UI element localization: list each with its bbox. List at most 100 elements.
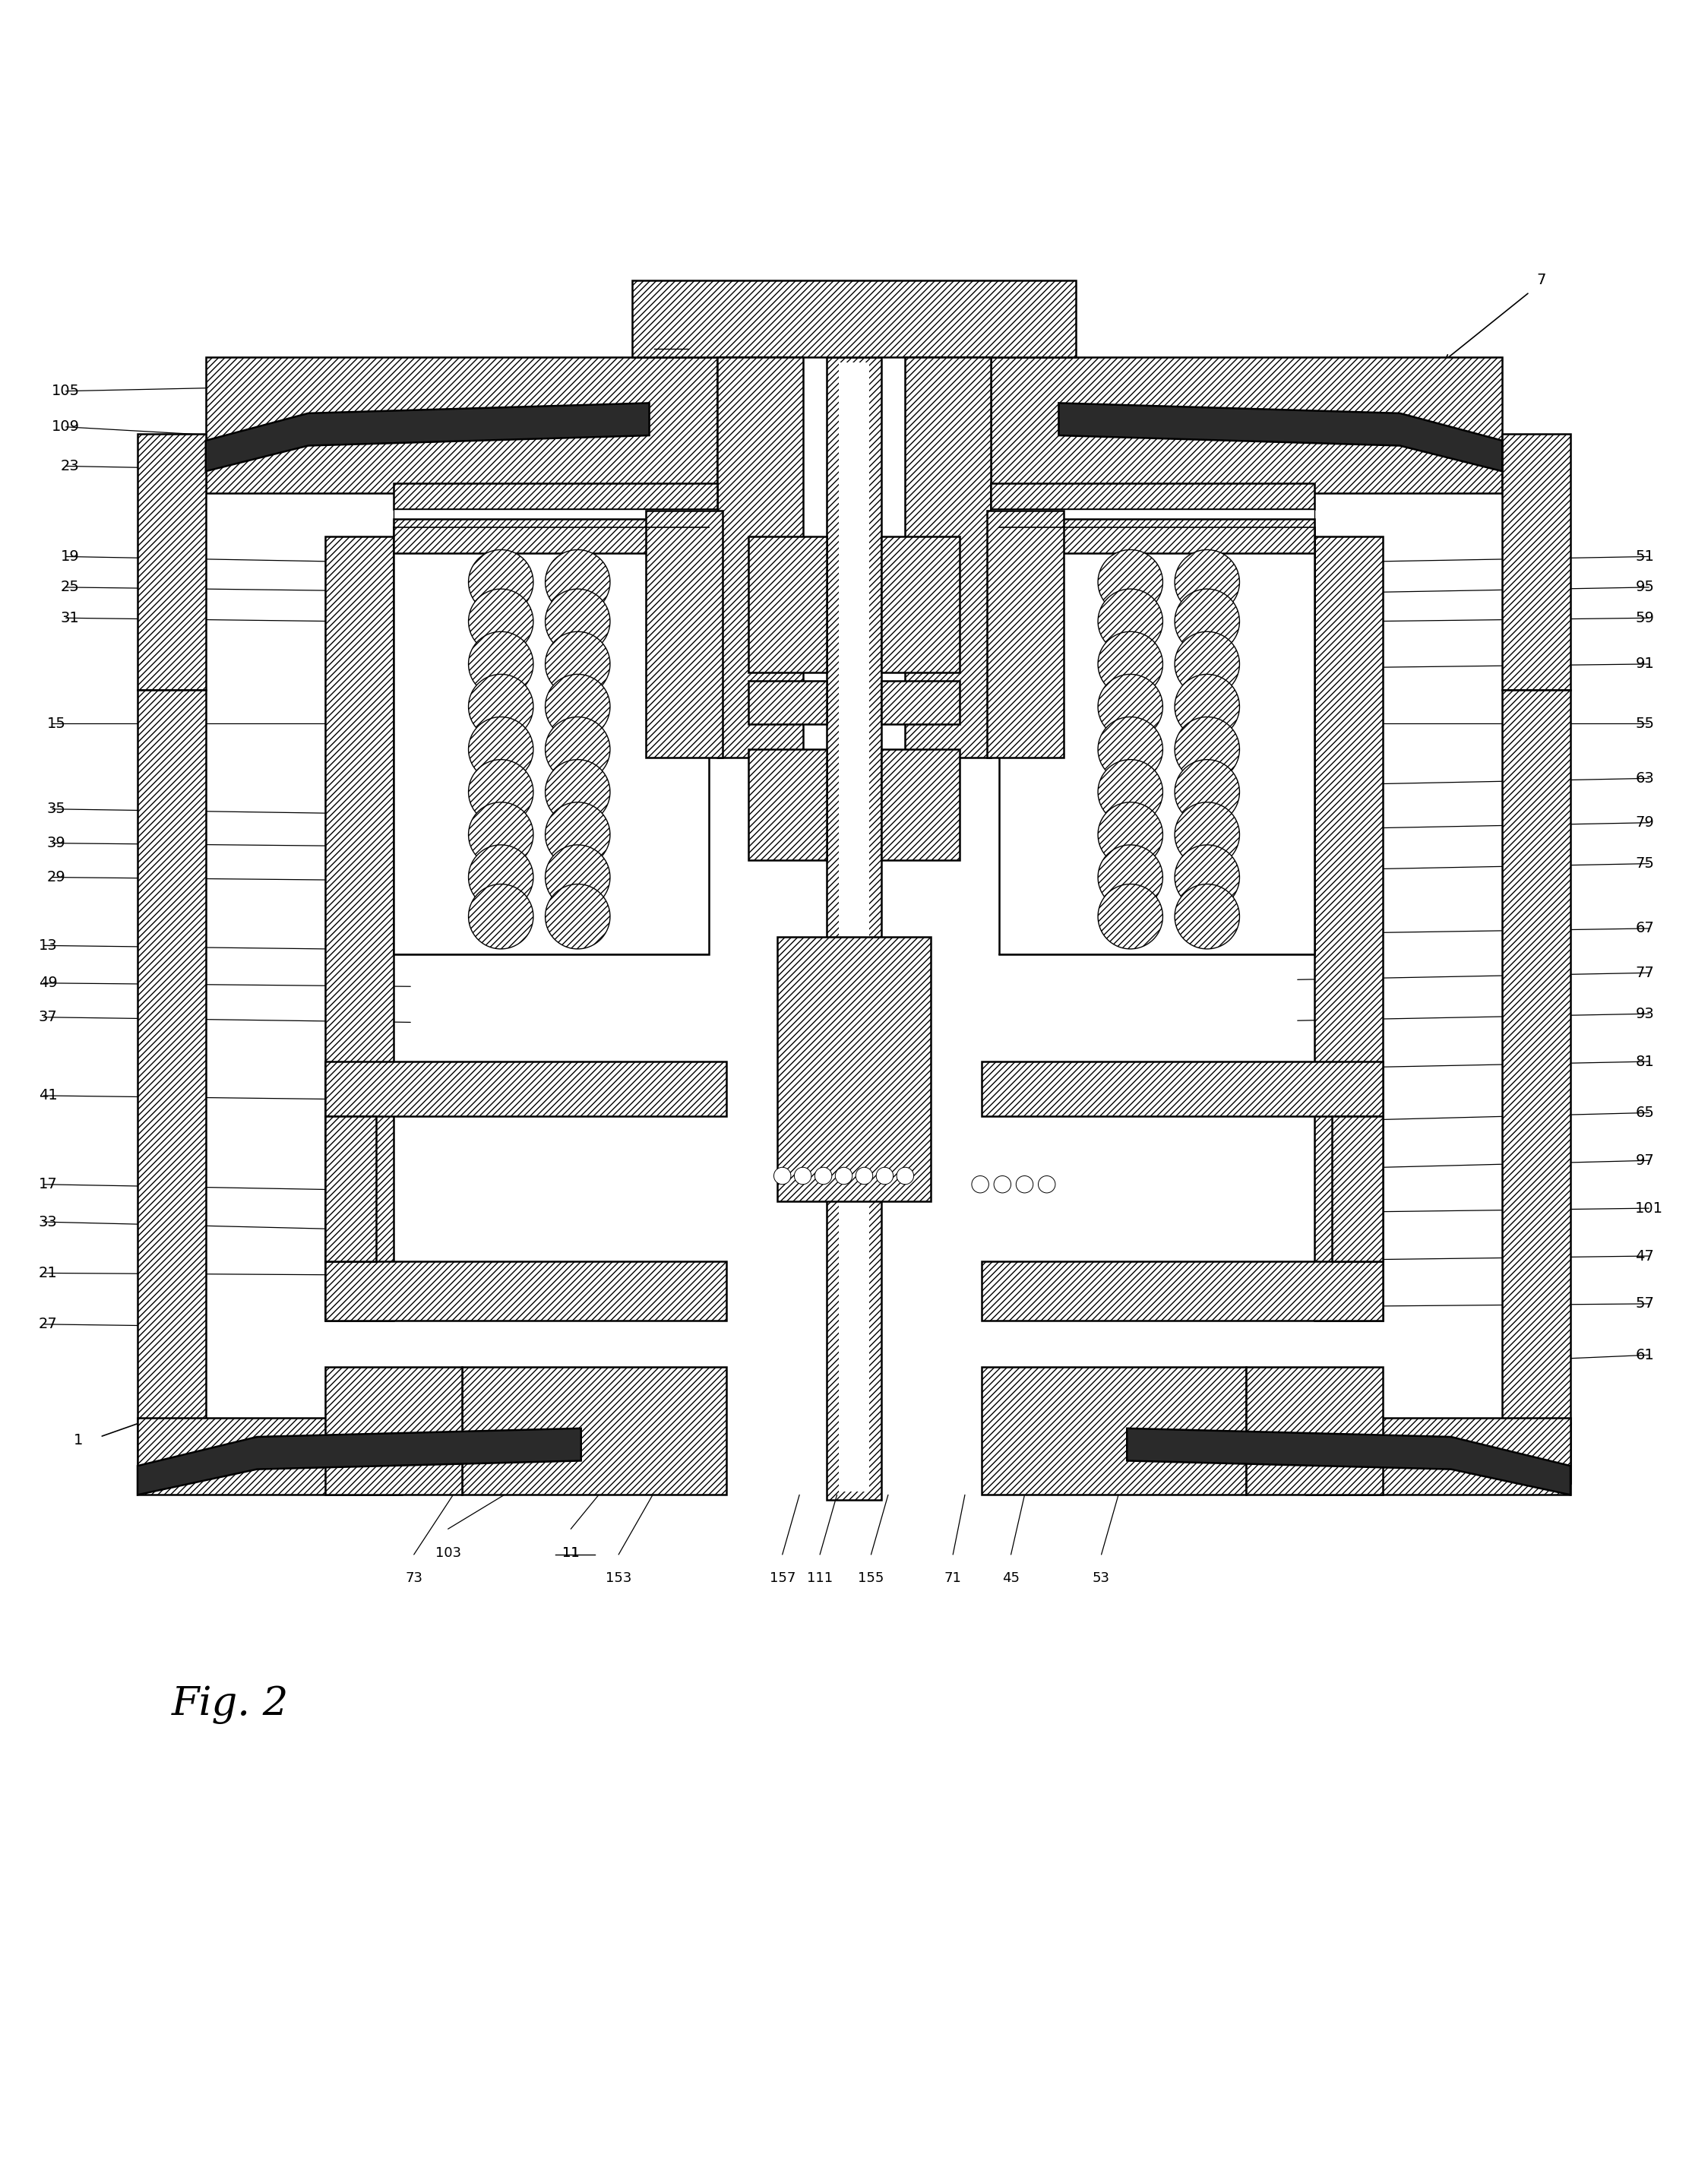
Bar <box>138 690 205 1424</box>
Text: 93: 93 <box>1635 1006 1653 1021</box>
Text: 67: 67 <box>1635 922 1653 935</box>
Bar <box>999 528 1315 954</box>
Bar <box>325 1117 376 1262</box>
Bar <box>881 682 960 723</box>
Circle shape <box>835 1166 852 1184</box>
Text: 65: 65 <box>1635 1106 1653 1121</box>
Text: 43: 43 <box>1107 439 1126 454</box>
Circle shape <box>468 589 533 654</box>
Text: 73: 73 <box>405 1571 422 1586</box>
Bar <box>393 509 717 537</box>
Circle shape <box>1098 803 1163 868</box>
Text: 29: 29 <box>48 870 67 885</box>
Circle shape <box>1175 589 1240 654</box>
Circle shape <box>815 1166 832 1184</box>
Text: 23: 23 <box>61 459 80 474</box>
Circle shape <box>1175 716 1240 781</box>
Circle shape <box>545 632 610 697</box>
Circle shape <box>1098 550 1163 615</box>
Bar <box>982 1368 1247 1495</box>
Circle shape <box>774 1166 791 1184</box>
Text: 31: 31 <box>61 610 80 625</box>
Text: 55: 55 <box>1635 716 1655 731</box>
Circle shape <box>1098 760 1163 824</box>
Text: 81: 81 <box>1635 1054 1653 1069</box>
Bar <box>1503 690 1570 1424</box>
Circle shape <box>468 885 533 950</box>
Text: 71: 71 <box>945 1571 962 1586</box>
Text: 13: 13 <box>39 939 58 952</box>
Bar <box>1332 1117 1383 1262</box>
Circle shape <box>1175 844 1240 909</box>
Text: 57: 57 <box>1635 1296 1653 1311</box>
Text: 11: 11 <box>562 1545 579 1560</box>
Text: 111: 111 <box>806 1571 834 1586</box>
Bar <box>999 519 1315 554</box>
Circle shape <box>1175 675 1240 740</box>
Circle shape <box>1175 760 1240 824</box>
Text: 17: 17 <box>39 1177 58 1192</box>
Text: 47: 47 <box>1635 1249 1653 1264</box>
Bar <box>632 279 1076 357</box>
Circle shape <box>1098 885 1163 950</box>
Circle shape <box>468 550 533 615</box>
Circle shape <box>545 803 610 868</box>
Bar <box>1307 1417 1570 1495</box>
Circle shape <box>1175 885 1240 950</box>
Bar <box>646 511 722 757</box>
Bar <box>138 433 205 690</box>
Circle shape <box>1098 675 1163 740</box>
Polygon shape <box>1127 1428 1570 1495</box>
Circle shape <box>545 716 610 781</box>
Circle shape <box>856 1166 873 1184</box>
Bar <box>748 537 827 673</box>
Text: 41: 41 <box>39 1088 58 1104</box>
Bar <box>205 357 717 493</box>
Text: 15: 15 <box>48 716 67 731</box>
Polygon shape <box>138 1428 581 1495</box>
Text: 61: 61 <box>1635 1348 1653 1361</box>
Text: 1: 1 <box>73 1433 84 1448</box>
Text: 11: 11 <box>562 1545 579 1560</box>
Circle shape <box>545 589 610 654</box>
Text: 53: 53 <box>1093 1571 1110 1586</box>
Circle shape <box>545 550 610 615</box>
Bar <box>839 361 869 1491</box>
Text: 69: 69 <box>1090 409 1108 424</box>
Circle shape <box>876 1166 893 1184</box>
Bar <box>1503 433 1570 690</box>
Circle shape <box>545 885 610 950</box>
Bar <box>982 1262 1383 1320</box>
Circle shape <box>1098 632 1163 697</box>
Circle shape <box>545 760 610 824</box>
Text: 105: 105 <box>51 383 80 398</box>
Bar <box>393 483 717 509</box>
Bar <box>881 537 960 673</box>
Text: 35: 35 <box>48 803 67 816</box>
Circle shape <box>468 803 533 868</box>
Circle shape <box>794 1166 811 1184</box>
Circle shape <box>1175 632 1240 697</box>
Bar <box>1059 537 1315 621</box>
Text: 109: 109 <box>51 420 80 435</box>
Text: 9: 9 <box>658 331 668 346</box>
Bar <box>905 357 991 757</box>
Circle shape <box>994 1175 1011 1192</box>
Bar <box>393 537 649 621</box>
Text: 7: 7 <box>1537 273 1546 288</box>
Polygon shape <box>1059 403 1503 472</box>
Text: 9: 9 <box>658 331 668 346</box>
Bar <box>748 749 827 861</box>
Text: 27: 27 <box>39 1318 58 1331</box>
Circle shape <box>1098 589 1163 654</box>
Text: 99: 99 <box>1068 379 1086 394</box>
Text: 155: 155 <box>857 1571 885 1586</box>
Bar <box>325 537 393 1320</box>
Bar <box>717 357 803 757</box>
Text: 37: 37 <box>39 1011 58 1024</box>
Bar <box>461 1368 726 1495</box>
Circle shape <box>1038 1175 1056 1192</box>
Bar <box>827 357 881 1500</box>
Text: 91: 91 <box>1635 658 1653 671</box>
Circle shape <box>468 716 533 781</box>
